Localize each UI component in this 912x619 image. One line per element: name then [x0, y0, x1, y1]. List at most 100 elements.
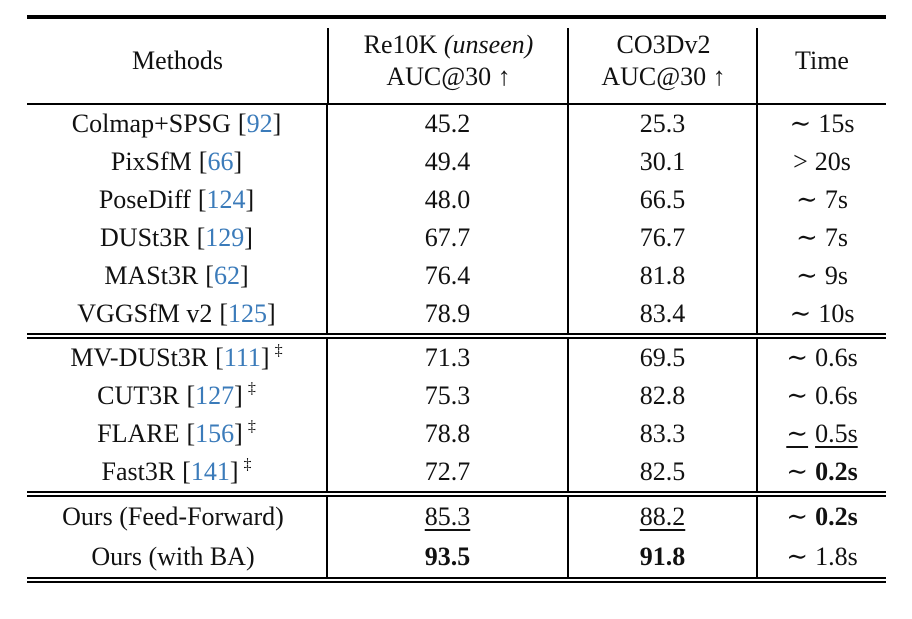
method-cell: DUSt3R[129]‡: [27, 219, 328, 257]
table-row: Colmap+SPSG[92]‡ 45.2 25.3 ∼15s: [27, 105, 886, 143]
time-cell: ∼ 0.2s: [758, 497, 886, 537]
column-header-re10k: Re10K (unseen) AUC@30 ↑: [328, 19, 569, 103]
time-approx-symbol: ∼: [789, 109, 812, 138]
citation-link[interactable]: 141: [190, 457, 230, 486]
unseen-label: (unseen): [443, 30, 534, 59]
table-row: MASt3R[62]‡ 76.4 81.8 ∼9s: [27, 257, 886, 295]
time-value: ∼ 0.6s: [786, 381, 857, 411]
citation-bracket-open: [: [186, 381, 196, 410]
co3dv2-auc-cell: 88.2: [569, 497, 758, 537]
citation: [62]: [205, 261, 248, 291]
time-value: >20s: [793, 147, 851, 177]
re10k-auc-cell: 93.5: [328, 537, 569, 577]
co3d-header-line1: CO3Dv2: [617, 29, 711, 61]
citation-bracket-close: ]: [233, 147, 243, 176]
time-number: 9s: [824, 261, 848, 290]
method-name: Fast3R: [101, 457, 176, 486]
citation-bracket-close: ]: [245, 185, 255, 214]
citation-bracket-close: ]: [260, 343, 270, 372]
citation-link[interactable]: 66: [207, 147, 234, 176]
co3dv2-auc-value: 76.7: [639, 223, 686, 252]
citation-link[interactable]: 124: [206, 185, 246, 214]
citation-link[interactable]: 125: [228, 299, 268, 328]
citation: [111]: [215, 343, 269, 373]
time-cell: ∼ 0.2s: [758, 453, 886, 491]
method-name: CUT3R: [97, 381, 180, 410]
method-cell: MASt3R[62]‡: [27, 257, 328, 295]
method-name: Ours (Feed-Forward): [62, 502, 284, 531]
citation-link[interactable]: 127: [195, 381, 235, 410]
column-header-time: Time: [758, 19, 886, 103]
co3dv2-auc-value: 82.8: [639, 381, 686, 410]
double-dagger-icon: ‡: [247, 380, 256, 397]
co3dv2-auc-value: 81.8: [639, 261, 686, 290]
time-number: 0.2s: [815, 457, 858, 486]
co3dv2-auc-cell: 30.1: [569, 143, 758, 181]
group-separator-rule: [27, 491, 886, 497]
time-approx-symbol: ∼: [796, 223, 818, 252]
time-number: 20s: [814, 147, 851, 176]
co3dv2-auc-value: 83.3: [639, 419, 686, 448]
co3d-header-line2: AUC@30 ↑: [601, 61, 725, 93]
re10k-auc-cell: 75.3: [328, 377, 569, 415]
table-row: Fast3R [141] ‡ 72.7 82.5 ∼ 0.2s: [27, 453, 886, 491]
time-value: ∼ 0.6s: [786, 343, 857, 373]
citation-bracket-close: ]: [229, 457, 239, 486]
method-cell: Ours (with BA)[]‡: [27, 537, 328, 577]
citation-bracket-open: [: [215, 343, 224, 372]
citation-bracket-close: ]: [244, 223, 253, 252]
time-cell: ∼ 0.6s: [758, 339, 886, 377]
time-cell: ∼ 7s: [758, 219, 886, 257]
time-cell: ∼ 0.6s: [758, 377, 886, 415]
citation-bracket-open: [: [196, 223, 206, 252]
citation-link[interactable]: 62: [213, 261, 240, 290]
time-cell: ∼ 7s: [758, 181, 886, 219]
citation: [127]: [187, 381, 243, 411]
co3dv2-auc-cell: 66.5: [569, 181, 758, 219]
re10k-auc-cell: 48.0: [328, 181, 569, 219]
co3dv2-auc-value: 30.1: [639, 147, 686, 176]
method-cell: Colmap+SPSG[92]‡: [27, 105, 328, 143]
time-value: ∼ 1.8s: [786, 542, 857, 572]
citation-link[interactable]: 129: [205, 223, 245, 252]
table-row: Ours (with BA)[]‡ 93.5 91.8 ∼1.8s: [27, 537, 886, 577]
re10k-auc-cell: 67.7: [328, 219, 569, 257]
re10k-auc-value: 45.2: [424, 109, 471, 138]
citation-link[interactable]: 156: [195, 419, 235, 448]
column-divider: [327, 28, 329, 103]
time-header-label: Time: [795, 46, 849, 75]
table-row: PoseDiff[124]‡ 48.0 66.5 ∼7s: [27, 181, 886, 219]
co3d-dataset-label: CO3Dv2: [616, 30, 711, 59]
re10k-auc-label: AUC@30 ↑: [386, 62, 511, 91]
citation-bracket-close: ]: [234, 381, 243, 410]
citation-link[interactable]: 92: [246, 109, 273, 138]
table-row: Ours (Feed-Forward)[]‡ 85.3 88.2 ∼0.2s: [27, 497, 886, 537]
time-value: ∼ 9s: [796, 261, 848, 291]
citation: [141]: [182, 457, 238, 487]
table-row: MV-DUSt3R [111] ‡ 71.3 69.5 ∼ 0.6s: [27, 339, 886, 377]
time-value: ∼ 15s: [790, 109, 855, 139]
re10k-auc-cell: 85.3: [328, 497, 569, 537]
time-number: 10s: [818, 299, 855, 328]
column-divider: [756, 28, 758, 103]
re10k-auc-value: 76.4: [424, 261, 471, 290]
time-value: ∼ 0.5s: [786, 419, 857, 449]
re10k-auc-cell: 71.3: [328, 339, 569, 377]
re10k-auc-value: 49.4: [424, 147, 471, 176]
results-table: Methods Re10K (unseen) AUC@30 ↑ CO3Dv2 A…: [27, 15, 886, 583]
time-value: ∼ 0.2s: [786, 502, 857, 532]
re10k-auc-cell: 45.2: [328, 105, 569, 143]
column-divider: [567, 28, 569, 103]
citation-bracket-open: [: [219, 299, 229, 328]
time-approx-symbol: >: [793, 147, 808, 176]
time-approx-symbol: ∼: [796, 261, 818, 290]
time-value: ∼ 7s: [796, 185, 848, 215]
time-approx-symbol: ∼: [786, 502, 809, 531]
time-cell: ∼ 15s: [758, 105, 886, 143]
re10k-auc-cell: 78.9: [328, 295, 569, 333]
citation-link[interactable]: 111: [223, 343, 261, 372]
re10k-auc-value: 67.7: [424, 223, 471, 252]
re10k-header-line1: Re10K (unseen): [364, 29, 534, 61]
method-name: MASt3R: [104, 261, 199, 290]
method-name: Ours (with BA): [91, 542, 255, 571]
